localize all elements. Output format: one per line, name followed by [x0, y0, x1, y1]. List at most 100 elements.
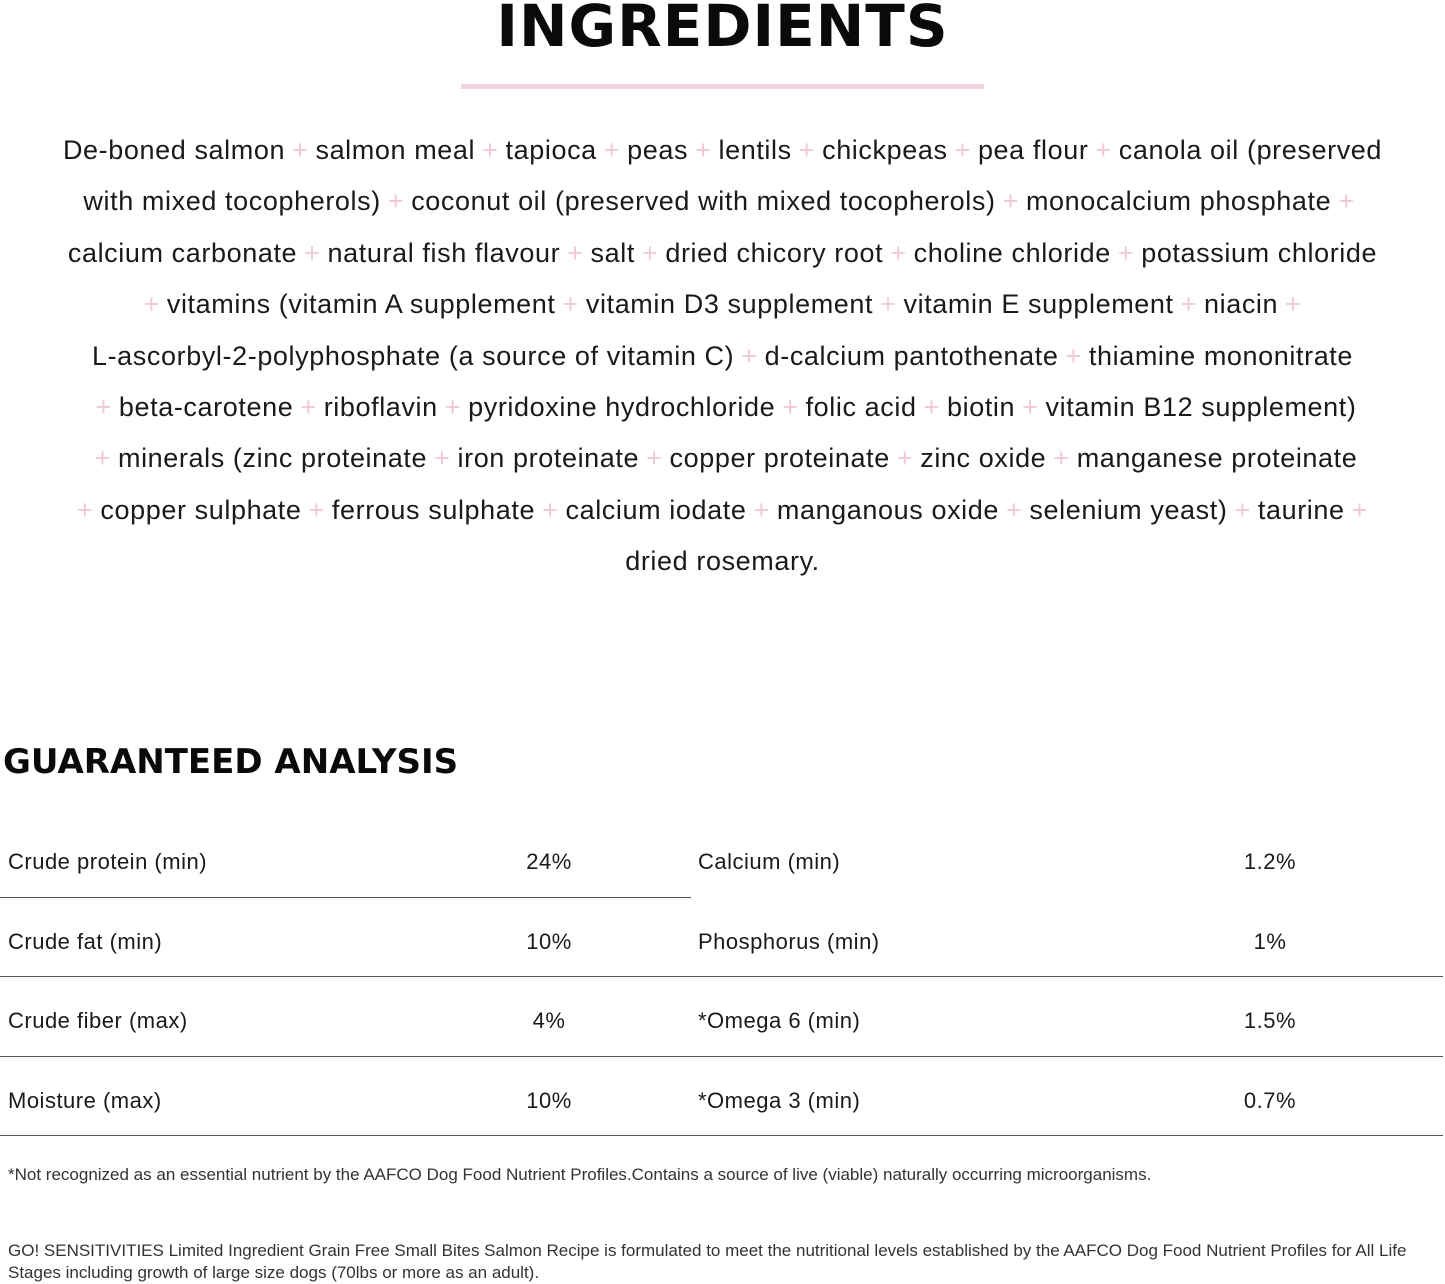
analysis-row: Crude protein (min) 24% Calcium (min) 1.2% [0, 826, 1445, 906]
ingredient: vitamin E supplement [903, 289, 1174, 320]
ingredient: pyridoxine hydrochloride [468, 391, 776, 422]
plus-separator-icon: + [567, 237, 584, 268]
ingredient: vitamin B12 supplement) [1045, 391, 1357, 422]
plus-separator-icon: + [94, 443, 111, 474]
plus-separator-icon: + [695, 135, 712, 165]
analysis-row: Crude fat (min) 10% Phosphorus (min) 1% [0, 906, 1445, 986]
plus-separator-icon: + [1351, 494, 1368, 525]
plus-separator-icon: + [77, 494, 94, 525]
ingredient: salt [590, 237, 635, 268]
ingredient: thiamine mononitrate [1088, 340, 1354, 371]
ingredient-line: + vitamins (vitamin A supplement + vitamin … [0, 282, 1445, 333]
plus-separator-icon: + [1285, 289, 1302, 320]
ingredient: folic acid [805, 391, 917, 422]
nutrient-label: Calcium (min) [698, 849, 841, 874]
plus-separator-icon: + [782, 391, 799, 422]
ingredient: choline chloride [913, 237, 1111, 268]
row-divider [0, 1056, 1443, 1057]
analysis-row: Crude fiber (max) 4% *Omega 6 (min) 1.5% [0, 985, 1445, 1065]
ingredient-line: with mixed tocopherols) + coconut oil (pre… [0, 179, 1445, 230]
plus-separator-icon: + [890, 237, 907, 268]
nutrient-label: *Omega 6 (min) [698, 1008, 861, 1033]
plus-separator-icon: + [482, 135, 499, 165]
plus-separator-icon: + [1095, 135, 1112, 165]
plus-separator-icon: + [641, 237, 659, 268]
ingredient-line: dried rosemary. [0, 539, 1445, 590]
aafco-statement: GO! SENSITIVITIES Limited Ingredient Gra… [8, 1241, 1407, 1282]
plus-separator-icon: + [646, 443, 663, 474]
ingredient: niacin [1204, 289, 1279, 320]
plus-separator-icon: + [753, 494, 770, 525]
ingredient: calcium carbonate [67, 237, 298, 268]
ingredients-title: INGREDIENTS [496, 0, 949, 60]
footnote: *Not recognized as an essential nutrient… [8, 1165, 1152, 1184]
plus-separator-icon: + [304, 237, 321, 268]
ingredient: biotin [946, 391, 1016, 422]
ingredient-line: + minerals (zinc proteinate + iron proteina… [0, 436, 1445, 487]
ingredient: manganese proteinate [1076, 443, 1358, 474]
nutrient-label: Crude fiber (max) [8, 1008, 188, 1033]
ingredient: selenium yeast) [1029, 494, 1228, 525]
ingredient: copper sulphate [100, 494, 302, 525]
ingredient-line: + copper sulphate + ferrous sulphate + calciu… [0, 488, 1445, 539]
plus-separator-icon: + [434, 443, 451, 474]
ingredient: peas [627, 135, 689, 165]
ingredient: minerals (zinc proteinate [117, 443, 428, 474]
plus-separator-icon: + [798, 135, 816, 165]
ingredient: dried chicory root [665, 237, 884, 268]
ingredient: manganous oxide [776, 494, 1000, 525]
ingredient: natural fish flavour [327, 237, 561, 268]
nutrient-value: 1.2% [1243, 849, 1297, 874]
ingredient: zinc oxide [920, 443, 1047, 474]
plus-separator-icon: + [292, 135, 309, 165]
ingredient: taurine [1257, 494, 1345, 525]
plus-separator-icon: + [741, 340, 758, 371]
ingredient: d-calcium pantothenate [764, 340, 1059, 371]
analysis-row: Moisture (max) 10% *Omega 3 (min) 0.7% [0, 1065, 1445, 1145]
plus-separator-icon: + [1053, 443, 1070, 474]
plus-separator-icon: + [1002, 186, 1019, 217]
plus-separator-icon: + [1065, 340, 1082, 371]
nutrient-value: 10% [526, 1087, 572, 1113]
nutrient-label: Crude fat (min) [8, 928, 163, 954]
ingredients-list: De-boned salmon + salmon meal + tapioca + peas… [0, 128, 1445, 591]
row-divider [0, 976, 1443, 977]
plus-separator-icon: + [387, 186, 405, 217]
row-divider [0, 897, 691, 898]
ingredient: calcium iodate [565, 494, 747, 525]
ingredient-line: De-boned salmon + salmon meal + tapioca + peas… [0, 128, 1445, 179]
plus-separator-icon: + [1180, 289, 1197, 320]
plus-separator-icon: + [1117, 237, 1135, 268]
plus-separator-icon: + [896, 443, 914, 474]
plus-separator-icon: + [1234, 494, 1251, 525]
ingredient-line: L-ascorbyl-2-polyphosphate (a source of … [0, 334, 1445, 385]
ingredient: beta-carotene [118, 391, 294, 422]
plus-separator-icon: + [300, 391, 317, 422]
plus-separator-icon: + [1022, 391, 1039, 422]
ingredient: tapioca [505, 135, 597, 165]
ingredient: pea flour [977, 135, 1089, 165]
plus-separator-icon: + [143, 289, 160, 320]
row-divider [0, 1135, 1443, 1136]
plus-separator-icon: + [1006, 494, 1023, 525]
nutrient-label: Phosphorus (min) [698, 928, 880, 954]
ingredient: coconut oil (preserved with mixed tocoph… [411, 186, 996, 217]
nutrient-value: 1% [1253, 928, 1287, 954]
nutrient-value: 4% [532, 1008, 566, 1033]
analysis-title: GUARANTEED ANALYSIS [3, 742, 459, 782]
plus-separator-icon: + [542, 494, 559, 525]
plus-separator-icon: + [1338, 186, 1355, 217]
plus-separator-icon: + [603, 135, 621, 165]
ingredient-line: + beta-carotene + riboflavin + pyridoxine hyd… [0, 385, 1445, 436]
ingredient: riboflavin [323, 391, 438, 422]
plus-separator-icon: + [923, 391, 940, 422]
ingredient: monocalcium phosphate [1025, 186, 1332, 217]
ingredient: lentils [718, 135, 792, 165]
nutrient-value: 10% [526, 928, 572, 954]
nutrient-label: Crude protein (min) [8, 849, 208, 874]
ingredient: ferrous sulphate [331, 494, 536, 525]
ingredient: iron proteinate [457, 443, 640, 474]
nutrient-label: *Omega 3 (min) [698, 1087, 861, 1113]
ingredient: canola oil (preserved [1118, 135, 1383, 165]
ingredient: salmon meal [315, 135, 476, 165]
